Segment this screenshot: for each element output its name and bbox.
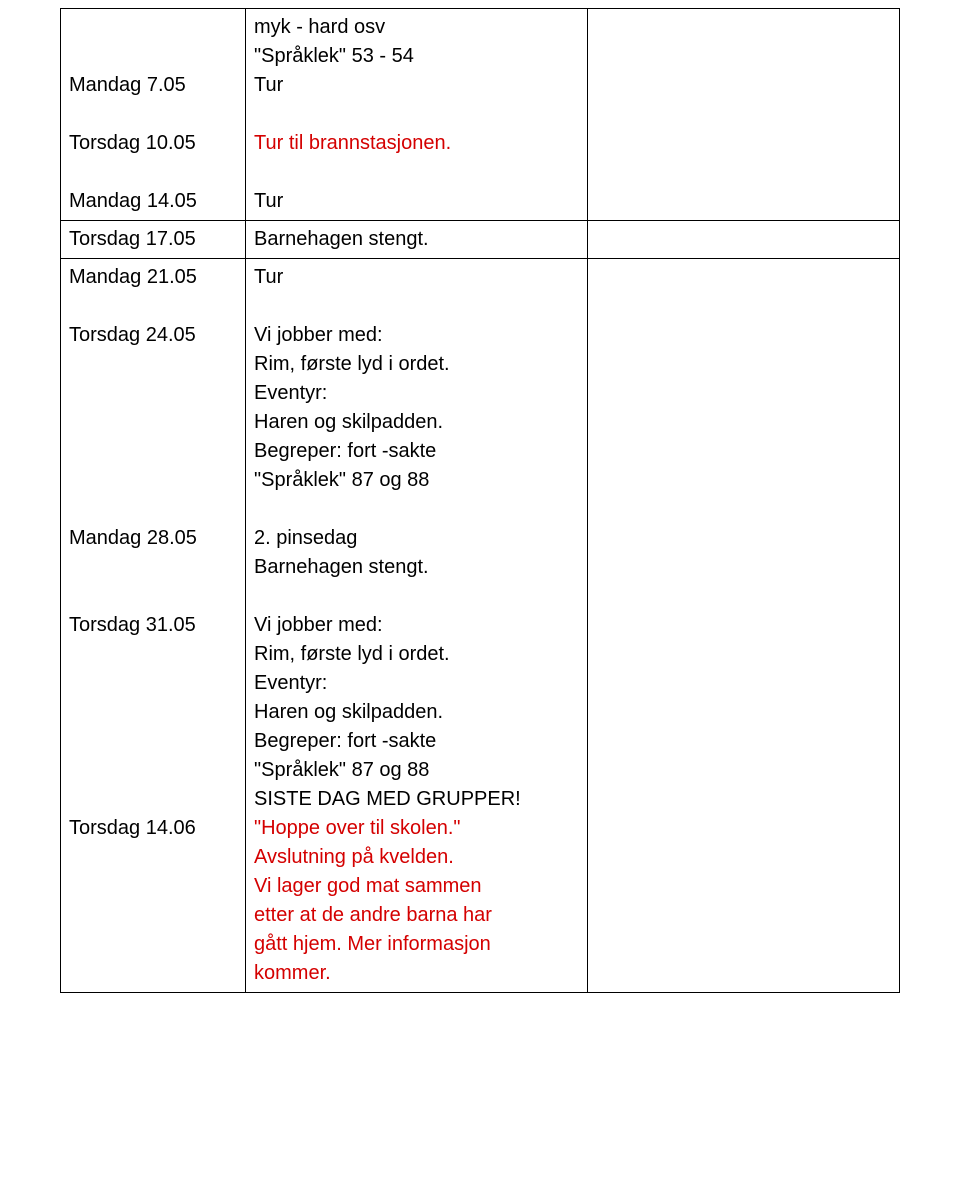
- text-line: Avslutning på kvelden.: [254, 846, 454, 868]
- text-line: [254, 161, 260, 183]
- text-line: myk - hard osv: [254, 16, 385, 38]
- activity-cell: Tur Vi jobber med: Rim, første lyd i orde…: [246, 259, 588, 993]
- text-line: "Språklek" 87 og 88: [254, 469, 429, 491]
- text-line: [69, 411, 75, 433]
- text-line: Tur: [254, 266, 283, 288]
- text-line: [69, 672, 75, 694]
- text-line: [69, 16, 75, 38]
- text-line: Haren og skilpadden.: [254, 701, 443, 723]
- text-line: [69, 161, 75, 183]
- text-line: Torsdag 14.06: [69, 817, 196, 839]
- text-line: [69, 469, 75, 491]
- text-line: [254, 498, 260, 520]
- text-line: Tur: [254, 74, 283, 96]
- text-line: [69, 382, 75, 404]
- text-line: gått hjem. Mer informasjon: [254, 933, 491, 955]
- text-line: [254, 103, 260, 125]
- text-line: Rim, første lyd i ordet.: [254, 643, 450, 665]
- activity-cell: myk - hard osv "Språklek" 53 - 54 Tur Tur …: [246, 9, 588, 221]
- text-line: Mandag 28.05: [69, 527, 197, 549]
- text-line: [254, 295, 260, 317]
- text-line: Mandag 21.05: [69, 266, 197, 288]
- text-line: Eventyr:: [254, 672, 327, 694]
- text-line: kommer.: [254, 962, 331, 984]
- schedule-row: Torsdag 17.05 Barnehagen stengt.: [61, 221, 900, 259]
- text-line: [69, 103, 75, 125]
- text-line: [69, 643, 75, 665]
- text-line: [69, 353, 75, 375]
- notes-cell: [588, 221, 900, 259]
- text-line: Vi jobber med:: [254, 324, 383, 346]
- text-line: "Hoppe over til skolen.": [254, 817, 461, 839]
- text-line: [69, 585, 75, 607]
- text-line: Torsdag 17.05: [69, 228, 196, 250]
- text-line: [69, 440, 75, 462]
- text-line: Tur til brannstasjonen.: [254, 132, 451, 154]
- notes-cell: [588, 259, 900, 993]
- text-line: Tur: [254, 190, 283, 212]
- activity-cell: Barnehagen stengt.: [246, 221, 588, 259]
- text-line: 2. pinsedag: [254, 527, 357, 549]
- text-line: [69, 295, 75, 317]
- text-line: Barnehagen stengt.: [254, 228, 429, 250]
- date-cell: Mandag 21.05 Torsdag 24.05 Mandag 28.05 …: [61, 259, 246, 993]
- text-line: "Språklek" 87 og 88: [254, 759, 429, 781]
- text-line: Torsdag 10.05: [69, 132, 196, 154]
- text-line: Torsdag 24.05: [69, 324, 196, 346]
- text-line: [69, 788, 75, 810]
- text-line: Torsdag 31.05: [69, 614, 196, 636]
- text-line: [69, 759, 75, 781]
- text-line: [69, 730, 75, 752]
- text-line: Mandag 7.05: [69, 74, 186, 96]
- text-line: Eventyr:: [254, 382, 327, 404]
- text-line: SISTE DAG MED GRUPPER!: [254, 788, 521, 810]
- text-line: Barnehagen stengt.: [254, 556, 429, 578]
- date-cell: Torsdag 17.05: [61, 221, 246, 259]
- text-line: [69, 45, 75, 67]
- schedule-table: Mandag 7.05 Torsdag 10.05 Mandag 14.05my…: [60, 8, 900, 993]
- text-line: Haren og skilpadden.: [254, 411, 443, 433]
- date-cell: Mandag 7.05 Torsdag 10.05 Mandag 14.05: [61, 9, 246, 221]
- text-line: [69, 556, 75, 578]
- notes-cell: [588, 9, 900, 221]
- text-line: Vi lager god mat sammen: [254, 875, 482, 897]
- text-line: Begreper: fort -sakte: [254, 730, 436, 752]
- text-line: Rim, første lyd i ordet.: [254, 353, 450, 375]
- text-line: Vi jobber med:: [254, 614, 383, 636]
- text-line: [69, 498, 75, 520]
- schedule-row: Mandag 21.05 Torsdag 24.05 Mandag 28.05 …: [61, 259, 900, 993]
- text-line: Mandag 14.05: [69, 190, 197, 212]
- schedule-row: Mandag 7.05 Torsdag 10.05 Mandag 14.05my…: [61, 9, 900, 221]
- text-line: "Språklek" 53 - 54: [254, 45, 414, 67]
- text-line: Begreper: fort -sakte: [254, 440, 436, 462]
- text-line: [254, 585, 260, 607]
- text-line: etter at de andre barna har: [254, 904, 492, 926]
- text-line: [69, 701, 75, 723]
